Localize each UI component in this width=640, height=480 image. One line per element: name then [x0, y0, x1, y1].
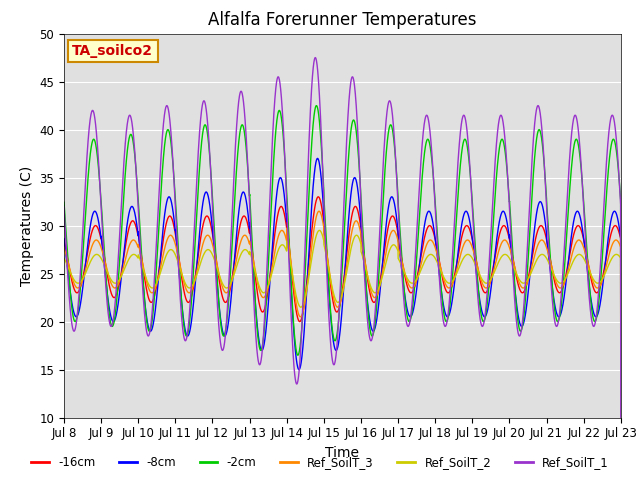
Line: -2cm: -2cm	[64, 106, 621, 480]
Ref_SoilT_2	[406, 280, 414, 286]
Ref_SoilT_3	[564, 267, 572, 273]
Ref_SoilT_2	[397, 261, 404, 267]
Ref_SoilT_3	[406, 285, 414, 290]
Ref_SoilT_2	[216, 273, 223, 278]
Ref_SoilT_3	[617, 244, 625, 250]
Line: Ref_SoilT_2: Ref_SoilT_2	[64, 230, 621, 480]
Ref_SoilT_1	[216, 331, 223, 337]
Ref_SoilT_1	[564, 180, 572, 186]
-2cm	[60, 199, 68, 205]
Ref_SoilT_3	[216, 273, 223, 279]
Title: Alfalfa Forerunner Temperatures: Alfalfa Forerunner Temperatures	[208, 11, 477, 29]
Ref_SoilT_3	[397, 254, 404, 260]
-8cm	[564, 262, 572, 267]
-8cm	[179, 315, 187, 321]
-8cm	[314, 156, 321, 161]
-8cm	[60, 236, 68, 241]
-16cm	[564, 261, 572, 266]
Ref_SoilT_2	[179, 276, 187, 281]
Ref_SoilT_1	[617, 199, 625, 205]
Ref_SoilT_1	[312, 55, 319, 60]
-8cm	[617, 233, 625, 239]
-2cm	[216, 308, 223, 314]
-2cm	[397, 241, 404, 247]
Ref_SoilT_1	[406, 314, 414, 320]
Text: TA_soilco2: TA_soilco2	[72, 44, 154, 58]
Line: -16cm: -16cm	[64, 197, 621, 480]
Ref_SoilT_2	[316, 228, 323, 233]
X-axis label: Time: Time	[325, 446, 360, 460]
-16cm	[60, 237, 68, 242]
-8cm	[406, 314, 414, 320]
-2cm	[617, 195, 625, 201]
Y-axis label: Temperatures (C): Temperatures (C)	[20, 166, 34, 286]
Ref_SoilT_2	[617, 255, 625, 261]
Ref_SoilT_1	[179, 330, 187, 336]
Line: Ref_SoilT_3: Ref_SoilT_3	[64, 211, 621, 480]
Ref_SoilT_1	[397, 252, 404, 258]
Ref_SoilT_3	[315, 208, 323, 214]
Ref_SoilT_2	[60, 255, 68, 261]
Legend: -16cm, -8cm, -2cm, Ref_SoilT_3, Ref_SoilT_2, Ref_SoilT_1: -16cm, -8cm, -2cm, Ref_SoilT_3, Ref_Soil…	[26, 452, 614, 474]
Ref_SoilT_1	[60, 204, 68, 210]
-16cm	[314, 194, 322, 200]
-2cm	[564, 211, 572, 217]
-16cm	[617, 235, 625, 241]
-16cm	[406, 290, 414, 296]
Ref_SoilT_3	[60, 245, 68, 251]
Line: -8cm: -8cm	[64, 158, 621, 480]
Ref_SoilT_2	[564, 270, 572, 276]
-2cm	[406, 316, 414, 322]
-16cm	[179, 285, 187, 290]
-8cm	[397, 259, 404, 264]
-16cm	[216, 279, 223, 285]
Ref_SoilT_3	[179, 277, 187, 283]
-16cm	[397, 251, 404, 256]
-2cm	[313, 103, 321, 108]
Line: Ref_SoilT_1: Ref_SoilT_1	[64, 58, 621, 480]
-2cm	[179, 318, 187, 324]
-8cm	[216, 307, 223, 312]
